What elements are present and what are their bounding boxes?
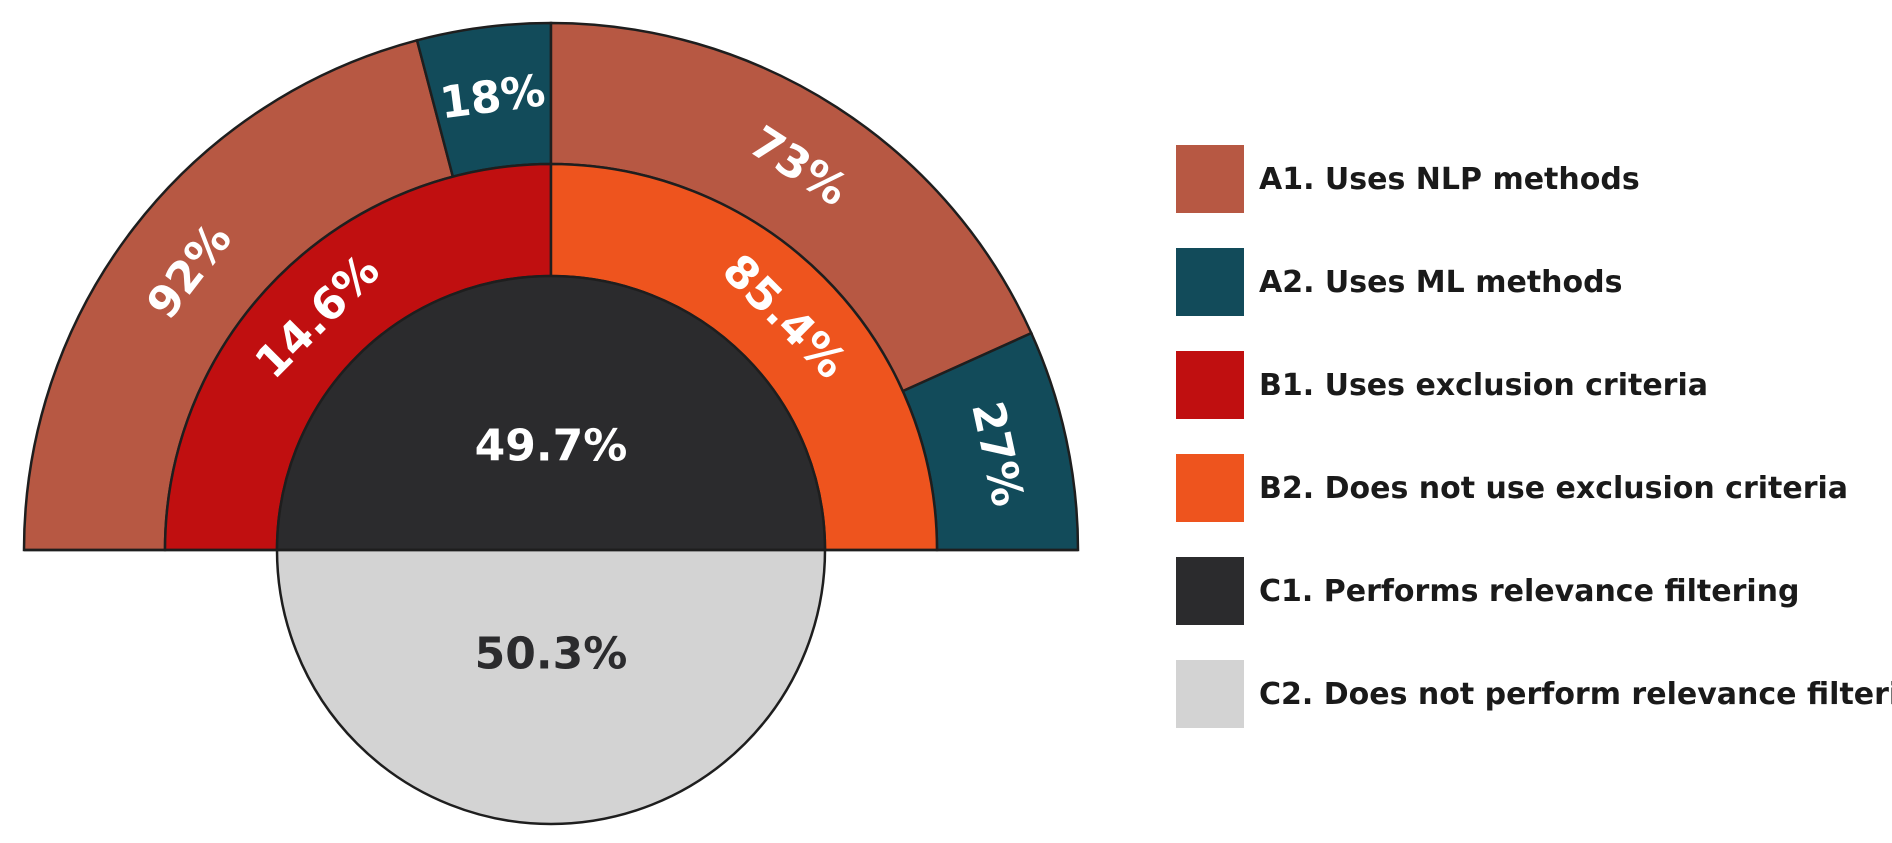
legend-swatch-a1 bbox=[1176, 145, 1244, 213]
legend-label-a2: A2. Uses ML methods bbox=[1259, 264, 1623, 300]
legend-item-c1: C1. Performs relevance filtering bbox=[1176, 557, 1892, 625]
ring-c-c2-segment bbox=[275, 548, 827, 826]
nested-semicircle-chart: 49.7%50.3%92%18%73%27%14.6% 85.4% bbox=[22, 21, 1080, 826]
legend-swatch-c1 bbox=[1176, 557, 1244, 625]
legend-label-a1: A1. Uses NLP methods bbox=[1259, 161, 1640, 197]
legend-label-c1: C1. Performs relevance filtering bbox=[1259, 573, 1800, 609]
legend-swatch-b2 bbox=[1176, 454, 1244, 522]
legend-label-b2: B2. Does not use exclusion criteria bbox=[1259, 470, 1849, 506]
legend-item-a2: A2. Uses ML methods bbox=[1176, 248, 1892, 316]
legend-swatch-b1 bbox=[1176, 351, 1244, 419]
ring-c-c1-label: 49.7% bbox=[475, 420, 628, 471]
legend: A1. Uses NLP methods A2. Uses ML methods B… bbox=[1176, 145, 1892, 763]
legend-item-c2: C2. Does not perform relevance filtering bbox=[1176, 660, 1892, 728]
legend-label-b1: B1. Uses exclusion criteria bbox=[1259, 367, 1708, 403]
legend-item-b2: B2. Does not use exclusion criteria bbox=[1176, 454, 1892, 522]
legend-swatch-a2 bbox=[1176, 248, 1244, 316]
legend-item-a1: A1. Uses NLP methods bbox=[1176, 145, 1892, 213]
legend-label-c2: C2. Does not perform relevance filtering bbox=[1259, 676, 1892, 712]
legend-item-b1: B1. Uses exclusion criteria bbox=[1176, 351, 1892, 419]
ring-c-c1-segment bbox=[275, 274, 827, 552]
legend-swatch-c2 bbox=[1176, 660, 1244, 728]
ring-c-c2-label: 50.3% bbox=[475, 629, 628, 680]
